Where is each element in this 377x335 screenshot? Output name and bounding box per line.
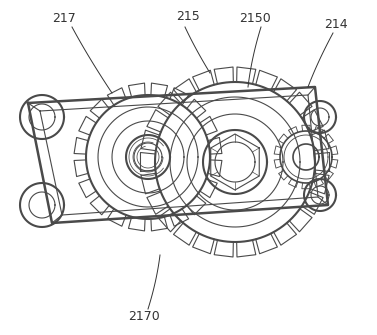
Polygon shape (28, 87, 328, 223)
Polygon shape (20, 183, 64, 227)
Text: 215: 215 (176, 10, 200, 23)
Polygon shape (20, 95, 64, 139)
Text: 2150: 2150 (239, 12, 271, 25)
Text: 214: 214 (324, 18, 348, 31)
Polygon shape (272, 123, 340, 191)
Polygon shape (72, 81, 224, 233)
Polygon shape (304, 179, 336, 211)
Text: 2170: 2170 (128, 311, 160, 324)
Polygon shape (138, 65, 332, 259)
Text: 217: 217 (52, 12, 76, 25)
Polygon shape (304, 101, 336, 133)
